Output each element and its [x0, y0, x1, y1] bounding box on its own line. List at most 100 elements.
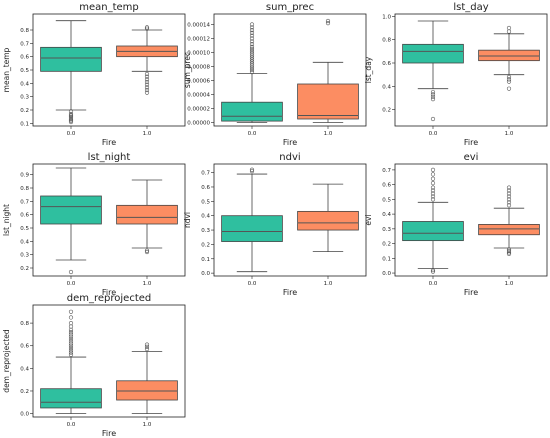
outlier-point	[506, 185, 512, 190]
outlier-point	[144, 342, 150, 347]
outlier-point	[249, 33, 255, 38]
chart-panel-lst-day: lst_day 0.2 0.4 0.6 0.8 1.0 0.0 1.0 Fire lst_day	[364, 2, 548, 147]
outlier-point	[506, 247, 512, 252]
outlier-point	[249, 41, 255, 47]
y-tick-label: 0.0	[20, 412, 29, 418]
x-axis-label: Fire	[464, 138, 478, 147]
axes-frame	[213, 163, 367, 277]
outlier-point	[68, 321, 74, 326]
outlier-point	[68, 118, 74, 123]
box-0.0	[221, 215, 283, 242]
outlier-point	[249, 57, 255, 62]
outlier-point	[68, 309, 74, 314]
box-0.0	[402, 221, 464, 242]
y-tick-label: 0.5	[201, 199, 210, 205]
outlier-point	[506, 197, 512, 202]
axes-frame	[213, 13, 367, 127]
box-1.0	[478, 49, 540, 62]
y-tick-label: 0.5	[20, 226, 29, 232]
y-tick-label: 0.00006	[187, 79, 210, 85]
outlier-point	[249, 51, 255, 56]
outlier-point	[68, 352, 74, 357]
outlier-point	[430, 269, 436, 274]
box-1.0	[478, 224, 540, 236]
outlier-point	[144, 90, 150, 95]
chart-title: evi	[464, 152, 479, 163]
outlier-point	[430, 97, 436, 102]
outlier-point	[68, 336, 74, 342]
outlier-point	[144, 344, 150, 349]
y-tick-label: 0.6	[20, 213, 29, 219]
outlier-point	[249, 61, 255, 66]
box-0.0	[40, 388, 102, 409]
chart-title: sum_prec	[266, 2, 314, 13]
chart-title: lst_day	[453, 2, 488, 13]
y-tick-label: 0.00010	[187, 51, 210, 57]
y-axis-label: dem_reprojected	[2, 329, 11, 393]
y-tick-label: 0.4	[20, 239, 29, 245]
outlier-point	[68, 332, 74, 337]
outlier-point	[144, 25, 150, 30]
box-1.0	[297, 210, 359, 231]
y-tick-label: 1.0	[382, 14, 391, 20]
x-tick-label: 1.0	[324, 281, 333, 287]
x-axis-label: Fire	[283, 138, 297, 147]
outlier-point	[430, 188, 436, 193]
y-tick-label: 0.2	[382, 242, 391, 248]
outlier-point	[506, 188, 512, 193]
y-tick-label: 0.1	[201, 257, 210, 263]
outlier-point	[249, 67, 255, 73]
outlier-point	[68, 119, 74, 125]
outlier-point	[506, 29, 512, 34]
x-tick-label: 0.0	[67, 422, 76, 428]
x-axis-label: Fire	[283, 288, 297, 297]
y-tick-label: 0.8	[382, 38, 391, 44]
outlier-point	[249, 46, 255, 52]
outlier-point	[249, 53, 255, 58]
x-tick-label: 1.0	[143, 422, 152, 428]
y-tick-label: 0.2	[201, 242, 210, 248]
chart-panel-dem-reprojected: dem_reprojected 0.0 0.2 0.4 0.6 0.8 0.0 1.0 Fire…	[2, 293, 186, 438]
outlier-point	[249, 55, 255, 60]
x-axis-label: Fire	[102, 138, 116, 147]
outlier-point	[68, 324, 74, 329]
outlier-point	[68, 327, 74, 332]
outlier-point	[249, 59, 255, 64]
outlier-point	[506, 191, 512, 196]
x-tick-label: 1.0	[505, 131, 514, 137]
box-1.0	[297, 83, 359, 120]
outlier-point	[249, 48, 255, 54]
outlier-point	[68, 330, 74, 335]
outlier-point	[68, 115, 74, 121]
y-tick-label: 0.2	[382, 108, 391, 114]
outlier-point	[249, 44, 255, 50]
outlier-point	[144, 82, 150, 87]
outlier-point	[325, 21, 331, 26]
y-tick-label: 0.00004	[187, 93, 210, 99]
x-tick-label: 1.0	[324, 131, 333, 137]
outlier-point	[144, 248, 150, 253]
x-tick-label: 0.0	[248, 281, 257, 287]
axes-frame	[394, 163, 548, 277]
chart-panel-ndvi: ndvi 0.0 0.1 0.2 0.3 0.4 0.5 0.6 0.7 0.0 1.0 Fire nd…	[183, 152, 367, 297]
outlier-point	[430, 94, 436, 99]
outlier-point	[68, 339, 74, 344]
outlier-point	[68, 117, 74, 122]
box-0.0	[402, 43, 464, 64]
x-axis-label: Fire	[464, 288, 478, 297]
y-tick-label: 0.2	[20, 389, 29, 395]
outlier-point	[68, 341, 74, 346]
y-tick-label: 0.7	[20, 199, 29, 205]
outlier-point	[144, 347, 150, 352]
y-axis-label: lst_day	[364, 56, 373, 83]
y-tick-label: 0.00014	[187, 23, 210, 29]
x-axis-label: Fire	[102, 429, 116, 438]
outlier-point	[249, 169, 255, 174]
outlier-point	[144, 249, 150, 255]
y-tick-label: 0.0	[201, 271, 210, 277]
x-tick-label: 0.0	[248, 131, 257, 137]
outlier-point	[506, 251, 512, 256]
y-axis-label: ndvi	[183, 212, 192, 228]
y-tick-label: 0.1	[382, 256, 391, 262]
chart-title: ndvi	[279, 152, 300, 163]
